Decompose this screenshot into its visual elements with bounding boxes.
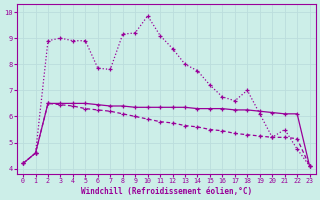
X-axis label: Windchill (Refroidissement éolien,°C): Windchill (Refroidissement éolien,°C): [81, 187, 252, 196]
